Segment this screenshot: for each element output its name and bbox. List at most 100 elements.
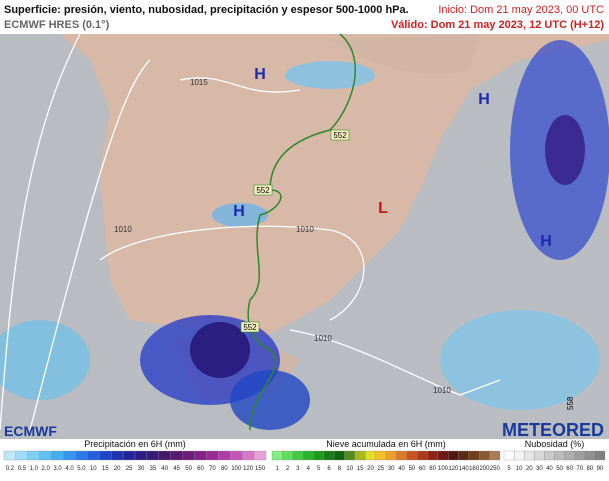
thickness-box <box>330 129 350 141</box>
legend-label: 4 <box>307 466 311 472</box>
legend-swatch <box>564 450 575 461</box>
legend-swatch <box>51 450 64 461</box>
pressure-center: L <box>378 200 388 217</box>
legend-swatch <box>489 450 501 461</box>
pressure-center: H <box>540 233 552 250</box>
legend-label: 90 <box>597 466 604 472</box>
map: H H H H L 1015 1010 1010 1010 1010 552 5… <box>0 33 609 440</box>
legend-swatch <box>468 450 480 461</box>
legend-label: 0.2 <box>6 466 15 472</box>
legend-label: 15 <box>357 466 364 472</box>
legend-label: 1 <box>276 466 280 472</box>
isobar-label: 1015 <box>190 78 208 87</box>
legend-swatch <box>170 450 183 461</box>
legend-swatch <box>375 450 387 461</box>
legend-label: 80 <box>587 466 594 472</box>
legend-swatch <box>524 450 535 461</box>
legend-label: 40 <box>546 466 553 472</box>
model: ECMWF HRES (0.1°) <box>4 19 110 31</box>
legend-swatch <box>146 450 159 461</box>
legend-swatch <box>534 450 545 461</box>
legend-swatch <box>194 450 207 461</box>
legend-swatch <box>182 450 195 461</box>
legend-swatch <box>427 450 438 461</box>
legend-swatch <box>354 450 366 461</box>
legend-label: 10 <box>516 466 523 472</box>
legend-label: 80 <box>429 466 436 472</box>
legend-swatch <box>554 450 565 461</box>
thickness-box <box>253 184 273 196</box>
legend-label: 10 <box>90 466 97 472</box>
legend-label: 6 <box>327 466 331 472</box>
legend-swatch <box>292 450 304 461</box>
legend-swatch <box>344 450 356 461</box>
legend-label: 150 <box>255 466 266 472</box>
legend-label: 70 <box>576 466 583 472</box>
legend-swatch <box>544 450 555 461</box>
legend-label: 20 <box>367 466 374 472</box>
legend-label: 5.0 <box>77 466 86 472</box>
isobar-label: 1010 <box>296 225 314 234</box>
legend-label: 120 <box>243 466 254 472</box>
legend-label: 100 <box>438 466 449 472</box>
legend-label: 20 <box>114 466 121 472</box>
legend-label: 30 <box>388 466 395 472</box>
legend-swatch <box>253 450 267 461</box>
thickness-box <box>240 321 260 333</box>
legend-label: 160 <box>469 466 480 472</box>
isobar-label: 1010 <box>314 334 332 343</box>
title: Superficie: presión, viento, nubosidad, … <box>4 4 409 16</box>
legend-swatch <box>242 450 255 461</box>
thickness-label: 552 <box>256 186 270 195</box>
thickness-label: 552 <box>333 131 347 140</box>
legend-label: 25 <box>377 466 384 472</box>
legend-label: 70 <box>209 466 216 472</box>
legend-title: Precipitación en 6H (mm) <box>84 439 186 449</box>
legend-swatch <box>27 450 40 461</box>
land-iberia <box>60 34 609 340</box>
legend-swatch <box>437 450 449 461</box>
legend-label: 15 <box>102 466 109 472</box>
legends: Precipitación en 6H (mm)0.2 0.5 1.0 2.0 3.0 4… <box>3 439 606 472</box>
legend-label: 45 <box>173 466 180 472</box>
land-france <box>330 34 480 74</box>
legend-swatch <box>134 450 148 461</box>
legend-swatch <box>206 450 219 461</box>
thickness-line <box>247 33 356 431</box>
precip-area <box>440 310 600 410</box>
legend-label: 40 <box>161 466 168 472</box>
legend-label: 3 <box>296 466 300 472</box>
legend-swatch <box>63 450 76 461</box>
legend-label: 60 <box>419 466 426 472</box>
legend-swatch <box>385 450 397 461</box>
legend-swatch <box>230 450 243 461</box>
legend-swatch <box>406 450 418 461</box>
thickness-label: 552 <box>243 323 257 332</box>
legend-swatch <box>365 450 376 461</box>
legend-swatch <box>99 450 112 461</box>
pressure-center: H <box>254 66 266 83</box>
legend-swatch <box>323 450 335 461</box>
start-time: Inicio: Dom 21 may 2023, 00 UTC <box>438 4 604 16</box>
legend-label: 120 <box>448 466 459 472</box>
legend-label: 30 <box>536 466 543 472</box>
valid-time: Válido: Dom 21 may 2023, 12 UTC (H+12) <box>391 19 604 31</box>
legend-label: 60 <box>197 466 204 472</box>
legend-label: 5 <box>317 466 321 472</box>
legend-swatch <box>87 450 100 461</box>
legend-swatch <box>158 450 171 461</box>
legend-swatch <box>313 450 324 461</box>
legend-label: 8 <box>338 466 342 472</box>
legend-label: 10 <box>346 466 353 472</box>
legend-label: 60 <box>566 466 573 472</box>
legend-swatch <box>416 450 428 461</box>
legend-label: 50 <box>185 466 192 472</box>
precip-core <box>190 322 250 378</box>
legend-label: 3.0 <box>53 466 62 472</box>
legend-label: 40 <box>398 466 405 472</box>
legend-label: 50 <box>409 466 416 472</box>
legend-swatch <box>334 450 345 461</box>
legend-swatch <box>513 450 525 461</box>
legend-label: 35 <box>150 466 157 472</box>
